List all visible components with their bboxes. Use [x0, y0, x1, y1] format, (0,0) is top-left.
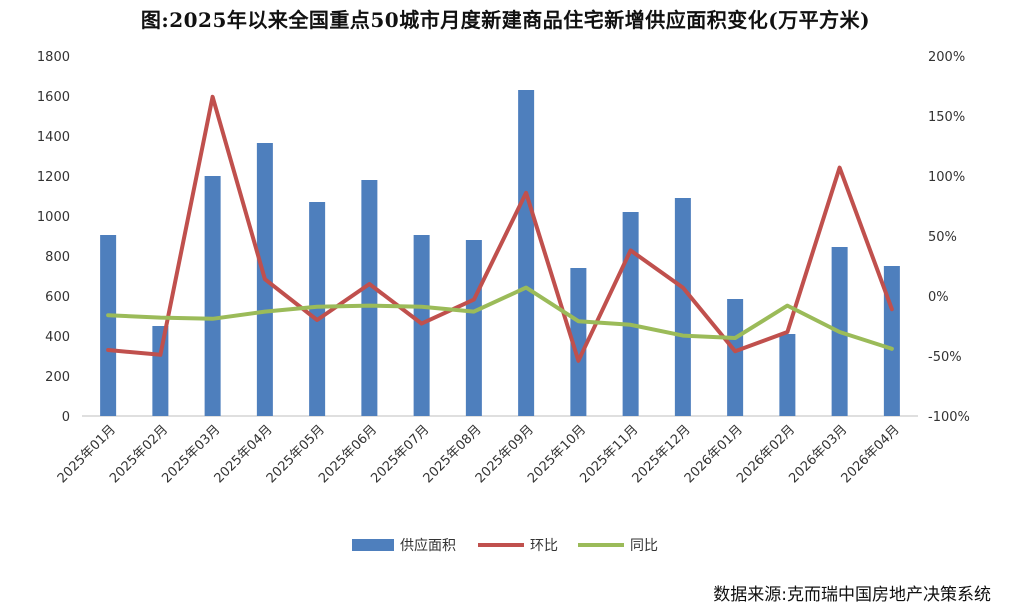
y-left-tick-label: 1000	[37, 210, 70, 225]
bar-supply-area	[309, 202, 326, 416]
y-left-tick-label: 600	[45, 290, 70, 305]
y-left-tick-label: 400	[45, 330, 70, 345]
bar-supply-area	[518, 90, 535, 416]
y-left-tick-label: 0	[62, 410, 70, 425]
bar-supply-area	[204, 176, 221, 416]
bar-supply-area	[361, 180, 378, 416]
y-left-tick-label: 800	[45, 250, 70, 265]
y-left-tick-label: 1800	[37, 50, 70, 65]
legend-label: 同比	[630, 538, 658, 554]
bar-supply-area	[100, 235, 117, 416]
y-left-tick-label: 200	[45, 370, 70, 385]
bar-supply-area	[570, 268, 587, 416]
chart-title: 图:2025年以来全国重点50城市月度新建商品住宅新增供应面积变化(万平方米)	[140, 8, 871, 32]
bar-supply-area	[622, 212, 639, 416]
bar-supply-area	[465, 240, 482, 416]
y-right-tick-label: 200%	[928, 50, 965, 65]
legend-label: 环比	[530, 538, 558, 554]
line-series-yoy	[106, 285, 894, 351]
y-right-tick-label: 0%	[928, 290, 949, 305]
legend-swatch	[352, 539, 394, 551]
y-right-tick-label: -100%	[928, 410, 970, 425]
bar-supply-area	[674, 198, 691, 416]
y-right-tick-label: 100%	[928, 170, 965, 185]
y-left-tick-label: 1400	[37, 130, 70, 145]
y-right-tick-label: -50%	[928, 350, 962, 365]
line-series-mom	[106, 94, 894, 363]
y-right-tick-label: 150%	[928, 110, 965, 125]
y-left-tick-label: 1600	[37, 90, 70, 105]
bar-supply-area	[727, 299, 744, 416]
y-left-tick-label: 1200	[37, 170, 70, 185]
legend-label: 供应面积	[400, 537, 456, 554]
bar-supply-area	[779, 334, 796, 416]
bar-supply-area	[152, 326, 169, 416]
data-source-note: 数据来源:克而瑞中国房地产决策系统	[713, 585, 991, 605]
y-right-tick-label: 50%	[928, 230, 957, 245]
